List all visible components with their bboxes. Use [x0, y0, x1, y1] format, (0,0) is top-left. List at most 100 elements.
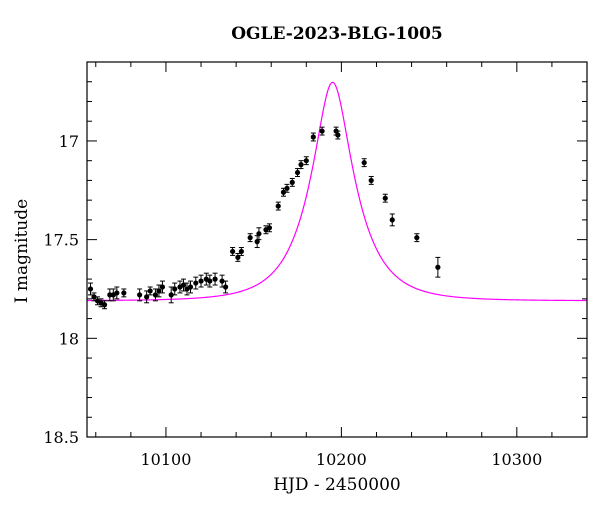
- y-axis-label: I magnitude: [12, 199, 32, 303]
- point-marker: [101, 302, 108, 308]
- point-marker: [87, 286, 94, 292]
- x-tick-label: 10300: [491, 450, 542, 469]
- point-marker: [159, 284, 166, 290]
- point-marker: [294, 169, 301, 176]
- data-point: [207, 274, 213, 288]
- data-point: [137, 288, 143, 302]
- data-point: [152, 288, 159, 302]
- data-point: [87, 282, 94, 296]
- point-marker: [137, 292, 143, 298]
- data-point: [266, 223, 273, 233]
- data-point: [203, 272, 209, 286]
- data-point: [235, 252, 241, 262]
- point-marker: [389, 217, 395, 223]
- x-axis-label: HJD - 2450000: [273, 475, 401, 495]
- y-tick-label: 17.5: [43, 231, 79, 250]
- point-marker: [254, 239, 260, 245]
- point-marker: [266, 225, 273, 231]
- point-marker: [114, 290, 120, 296]
- point-marker: [280, 189, 287, 195]
- data-point: [368, 175, 374, 185]
- chart-title: OGLE-2023-BLG-1005: [231, 24, 443, 44]
- data-point: [198, 274, 204, 288]
- data-point: [303, 156, 309, 166]
- data-point: [335, 130, 341, 140]
- data-point: [275, 201, 281, 211]
- data-point: [435, 256, 441, 278]
- data-point: [187, 280, 194, 294]
- point-marker: [91, 294, 97, 300]
- data-point: [159, 280, 166, 294]
- point-marker: [247, 235, 253, 241]
- x-tick-label: 10200: [316, 450, 367, 469]
- data-point: [389, 213, 395, 227]
- point-marker: [193, 280, 199, 286]
- data-point: [230, 247, 236, 256]
- data-point: [310, 132, 316, 142]
- data-point: [147, 286, 153, 296]
- point-marker: [335, 132, 341, 138]
- data-point: [361, 158, 367, 168]
- data-point: [168, 286, 174, 304]
- point-marker: [168, 292, 174, 298]
- y-tick-label: 18: [59, 329, 79, 348]
- point-marker: [219, 278, 225, 284]
- data-point: [212, 272, 218, 286]
- data-point: [156, 284, 162, 298]
- data-point: [193, 276, 199, 290]
- point-marker: [152, 292, 159, 298]
- point-marker: [289, 179, 295, 185]
- point-marker: [222, 284, 229, 290]
- point-marker: [207, 278, 213, 284]
- point-marker: [319, 128, 325, 134]
- data-point: [298, 160, 304, 170]
- point-marker: [310, 134, 316, 140]
- point-marker: [121, 290, 127, 296]
- axis-ticks: [87, 61, 588, 438]
- data-point: [280, 187, 287, 197]
- point-marker: [298, 162, 304, 168]
- point-marker: [238, 248, 244, 255]
- data-point: [91, 292, 97, 302]
- data-points: [87, 126, 441, 310]
- point-marker: [172, 286, 178, 292]
- x-tick-label: 10100: [140, 450, 191, 469]
- point-marker: [147, 288, 153, 294]
- data-point: [222, 280, 229, 294]
- point-marker: [275, 203, 281, 209]
- model-curve: [86, 81, 588, 302]
- point-marker: [382, 195, 388, 201]
- plot-frame: [86, 61, 588, 438]
- data-point: [284, 183, 290, 193]
- point-marker: [284, 185, 290, 191]
- data-point: [101, 300, 108, 310]
- point-marker: [230, 248, 236, 255]
- point-marker: [414, 235, 420, 241]
- point-marker: [361, 160, 367, 166]
- point-marker: [303, 158, 309, 164]
- data-point: [114, 286, 120, 300]
- data-point: [247, 233, 253, 243]
- data-point: [382, 193, 388, 203]
- point-marker: [212, 276, 218, 282]
- point-marker: [435, 264, 441, 270]
- point-marker: [256, 231, 262, 237]
- data-point: [256, 227, 262, 241]
- tick-labels: 10100 10200 10300 17 17.5 18 18.5: [43, 132, 542, 469]
- point-marker: [156, 288, 162, 294]
- data-point: [294, 168, 301, 177]
- point-marker: [368, 177, 374, 184]
- point-marker: [180, 282, 187, 288]
- data-point: [180, 278, 187, 292]
- point-marker: [198, 278, 204, 284]
- data-point: [238, 247, 244, 256]
- point-marker: [144, 294, 150, 300]
- data-point: [414, 233, 420, 243]
- y-tick-label: 18.5: [43, 428, 79, 447]
- data-point: [319, 126, 325, 136]
- data-point: [289, 177, 295, 187]
- point-marker: [187, 284, 194, 290]
- data-point: [172, 282, 178, 296]
- data-point: [121, 288, 127, 298]
